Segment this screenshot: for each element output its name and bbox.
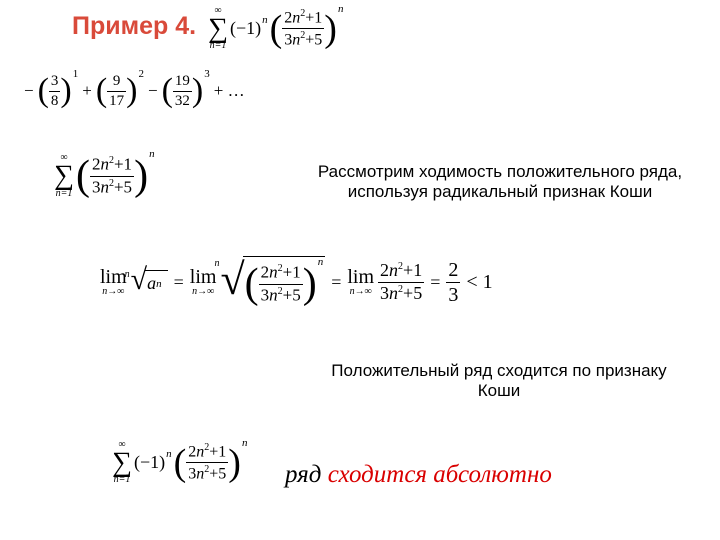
conclusion-text: ряд сходится абсолютно bbox=[285, 460, 552, 489]
cauchy-intro-text: Рассмотрим ходимость положительного ряда… bbox=[310, 162, 690, 202]
lim-symbol: lim n→∞ bbox=[100, 267, 127, 297]
alt-sign-term: (−1) n bbox=[230, 18, 268, 39]
sigma: ∞ ∑ n=1 bbox=[54, 153, 74, 198]
limit-computation: lim n→∞ n √ an = lim n→∞ n √ ( bbox=[100, 256, 493, 308]
cauchy-result-text: Положительный ряд сходится по признаку К… bbox=[314, 361, 684, 401]
series-expansion: − ( 38 ) 1 + ( 917 ) 2 − ( 1932 ) 3 + … bbox=[20, 72, 245, 110]
series-original: ∞ ∑ n=1 (−1) n ( 2n2+1 3n2+5 bbox=[208, 6, 343, 51]
sigma: ∞ ∑ n=1 bbox=[208, 6, 228, 51]
series-positive: ∞ ∑ n=1 ( 2n2+1 3n2+5 ) n bbox=[54, 152, 155, 200]
series-conclusion: ∞ ∑ n=1 (−1) n ( 2n2+1 3n2+5 ) bbox=[112, 440, 247, 485]
fraction-term: ( 2n2+1 3n2+5 ) n bbox=[270, 7, 344, 51]
fraction-term: ( 2n2+1 3n2+5 ) n bbox=[76, 152, 155, 200]
example-heading: Пример 4. bbox=[72, 12, 196, 41]
